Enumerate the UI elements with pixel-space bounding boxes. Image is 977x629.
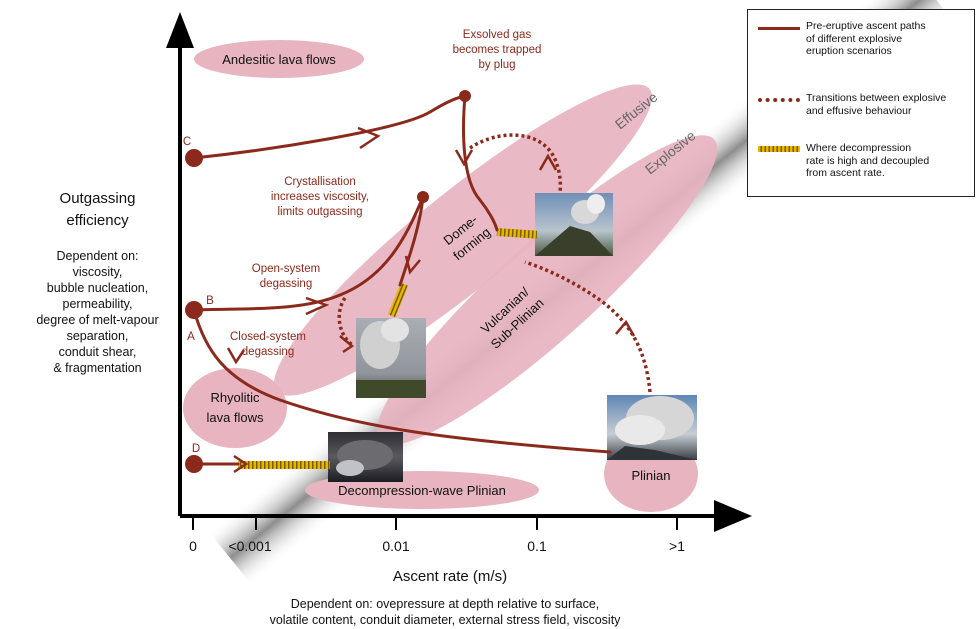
label-decompression: Decompression-wave Plinian	[338, 483, 506, 498]
path-label-a: A	[187, 331, 195, 343]
legend-text: Pre-eruptive ascent paths	[806, 20, 926, 32]
annot-gas-3: by plug	[478, 59, 515, 71]
y-dep-line: Dependent on:	[56, 249, 139, 263]
legend-text: Transitions between explosive	[806, 92, 947, 104]
legend-text: rate is high and decoupled	[806, 154, 930, 167]
hatch-vulcanian	[387, 282, 409, 318]
arrow-b	[305, 296, 330, 316]
label-rhyolitic-2: lava flows	[206, 410, 264, 425]
path-label-c: C	[183, 136, 191, 148]
y-dep-line: conduit shear,	[58, 345, 137, 359]
y-dep-line: & fragmentation	[53, 361, 142, 375]
path-arrowheads	[226, 126, 474, 474]
x-axis-dependencies: Dependent on: ovepressure at depth relat…	[175, 596, 715, 628]
y-dep-line: bubble nucleation,	[46, 281, 149, 295]
photo-plinian-column	[607, 395, 697, 460]
annot-closed-1: Closed-system	[230, 331, 306, 343]
arrow-c	[357, 126, 381, 150]
path-label-b: B	[206, 295, 214, 307]
region-dome-forming	[274, 84, 652, 396]
x-tick-3: 0.1	[527, 538, 547, 554]
region-andesitic	[194, 40, 364, 78]
annot-cryst-1: Crystallisation	[284, 176, 356, 188]
path-a	[192, 308, 612, 454]
origin-d	[185, 455, 203, 473]
path-b	[192, 195, 425, 312]
origin-c	[185, 149, 203, 167]
y-axis-title-line1: Outgassing	[59, 190, 136, 207]
annot-cryst-2: increases viscosity,	[271, 191, 369, 203]
path-c-down	[462, 94, 499, 232]
x-tick-1: <0.001	[228, 538, 271, 554]
region-vulcanian	[376, 135, 718, 445]
hatch-dome	[496, 228, 538, 239]
x-dep-line: Dependent on: ovepressure at depth relat…	[290, 597, 600, 611]
path-label-d: D	[192, 443, 200, 455]
path-origins	[185, 90, 471, 473]
arrow-b-down	[404, 255, 421, 275]
hatch-decompression	[238, 461, 330, 469]
legend-swatch-dotted	[758, 98, 800, 102]
legend-text: from ascent rate.	[806, 167, 885, 179]
path-c	[192, 94, 467, 160]
photo-vulcanian-plume	[356, 318, 426, 398]
y-dep-line: degree of melt-vapour	[36, 313, 159, 327]
arrow-a	[226, 347, 246, 365]
x-tick-0: 0	[189, 538, 197, 554]
node-plug	[459, 90, 471, 102]
node-cryst	[417, 191, 429, 203]
label-plinian: Plinian	[631, 468, 670, 483]
annot-open-2: degassing	[260, 278, 312, 290]
annot-gas-2: becomes trapped	[453, 44, 542, 56]
x-dep-line: volatile content, conduit diameter, exte…	[269, 613, 621, 627]
axes	[166, 12, 752, 532]
photo-decompression-plinian	[328, 432, 403, 482]
arrow-c-down	[454, 149, 474, 167]
legend: Pre-eruptive ascent paths of different e…	[747, 9, 975, 197]
path-b-down	[398, 195, 425, 287]
decoupled-segments	[238, 228, 538, 469]
regions	[183, 40, 718, 512]
legend-text: and effusive behaviour	[806, 104, 912, 117]
y-axis-title-line2: efficiency	[66, 212, 129, 229]
legend-text: eruption scenarios	[806, 45, 892, 57]
photos	[328, 193, 697, 482]
legend-swatch-hatched	[758, 146, 800, 152]
origin-b	[185, 301, 203, 319]
photo-dome-eruption	[535, 193, 613, 256]
legend-text: of different explosive	[806, 32, 903, 45]
x-tick-2: 0.01	[382, 538, 409, 554]
transition-arrowheads	[339, 153, 636, 354]
x-tick-4: >1	[669, 538, 685, 554]
y-axis-dependencies: Dependent on: viscosity, bubble nucleati…	[0, 248, 195, 376]
transition-plinian-to-dome	[524, 260, 652, 393]
label-rhyolitic-1: Rhyolitic	[210, 390, 260, 405]
legend-swatch-solid	[758, 27, 800, 30]
x-axis-title: Ascent rate (m/s)	[392, 568, 508, 585]
annot-cryst-3: limits outgassing	[277, 206, 362, 218]
region-rhyolitic	[183, 368, 287, 448]
annot-gas-1: Exsolved gas	[463, 29, 532, 41]
y-dep-line: separation,	[66, 329, 129, 343]
annot-open-1: Open-system	[252, 263, 320, 275]
y-dep-line: permeability,	[62, 297, 133, 311]
annot-closed-2: degassing	[242, 346, 294, 358]
y-dep-line: viscosity,	[72, 265, 123, 279]
label-andesitic: Andesitic lava flows	[222, 52, 336, 67]
legend-text: Where decompression	[806, 142, 912, 154]
arrow-d	[233, 454, 249, 474]
